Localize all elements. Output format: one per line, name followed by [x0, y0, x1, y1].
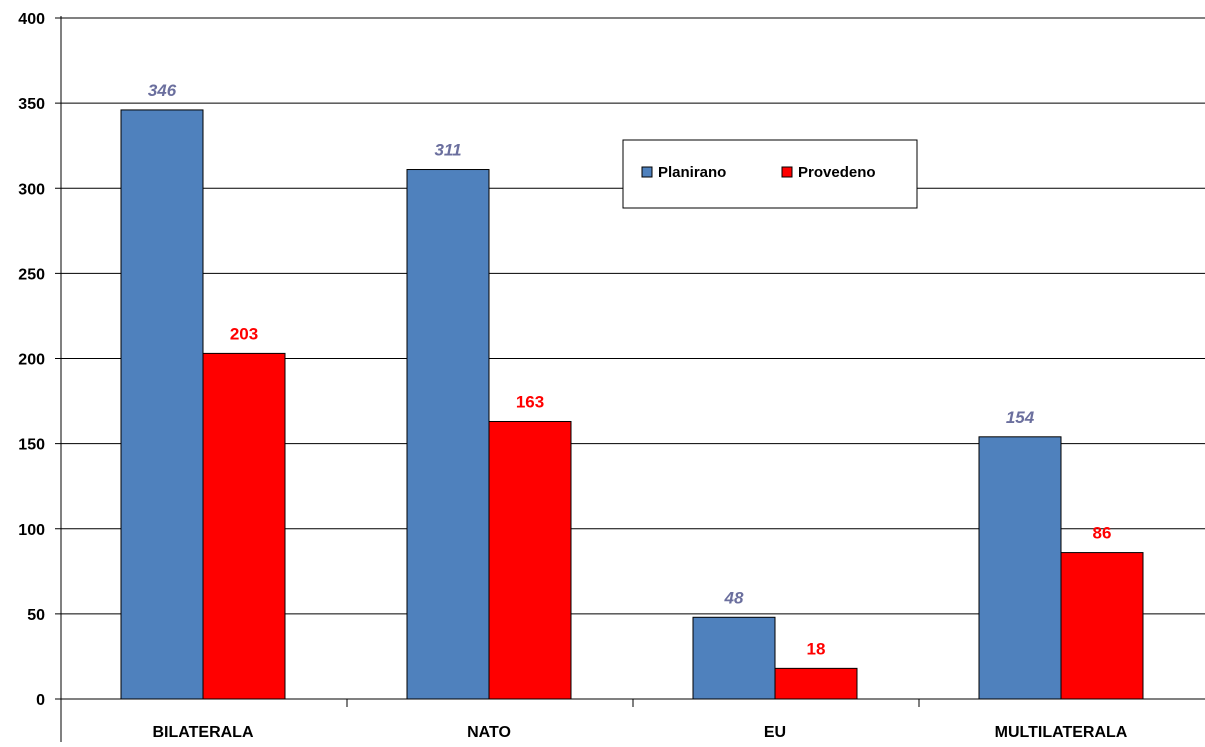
legend-label-planirano: Planirano	[658, 164, 726, 181]
data-label: 18	[807, 639, 826, 658]
bar-planirano-nato	[406, 169, 490, 700]
legend-box	[622, 139, 918, 209]
bar-planirano-bilaterala	[120, 109, 204, 700]
y-tick-label: 350	[18, 96, 45, 113]
data-label: 154	[1006, 408, 1035, 427]
data-label: 86	[1093, 524, 1112, 543]
y-tick-label: 0	[36, 692, 45, 709]
bar-provedeno-bilaterala	[202, 352, 286, 700]
data-label: 203	[230, 324, 258, 343]
data-label: 163	[516, 392, 544, 411]
labels: 0 50 100 150 200 250 300 350 400 346 203 BILATERALA…	[18, 11, 1128, 741]
data-label: 311	[434, 141, 461, 160]
bar-provedeno-eu	[774, 667, 858, 700]
bar-provedeno-nato	[488, 420, 572, 700]
y-tick-label: 400	[18, 11, 45, 28]
data-label: 346	[148, 81, 177, 100]
x-tick-label: NATO	[467, 724, 511, 741]
bar-provedeno-multilaterala	[1060, 552, 1144, 700]
legend-label-provedeno: Provedeno	[798, 164, 876, 181]
data-label: 48	[724, 588, 744, 607]
legend: Planirano Provedeno	[622, 139, 918, 209]
y-tick-label: 100	[18, 522, 45, 539]
x-tick-label: MULTILATERALA	[995, 724, 1128, 741]
legend-swatch-provedeno	[781, 166, 793, 178]
bars	[120, 109, 1144, 700]
axes	[55, 16, 1205, 742]
legend-swatch-planirano	[641, 166, 653, 178]
x-tick-label: BILATERALA	[152, 724, 253, 741]
y-tick-label: 300	[18, 181, 45, 198]
bar-planirano-eu	[692, 616, 776, 700]
bar-planirano-multilaterala	[978, 436, 1062, 700]
x-tick-label: EU	[764, 724, 786, 741]
y-tick-label: 200	[18, 352, 45, 369]
y-tick-label: 250	[18, 266, 45, 283]
y-tick-label: 150	[18, 437, 45, 454]
y-tick-label: 50	[27, 607, 45, 624]
